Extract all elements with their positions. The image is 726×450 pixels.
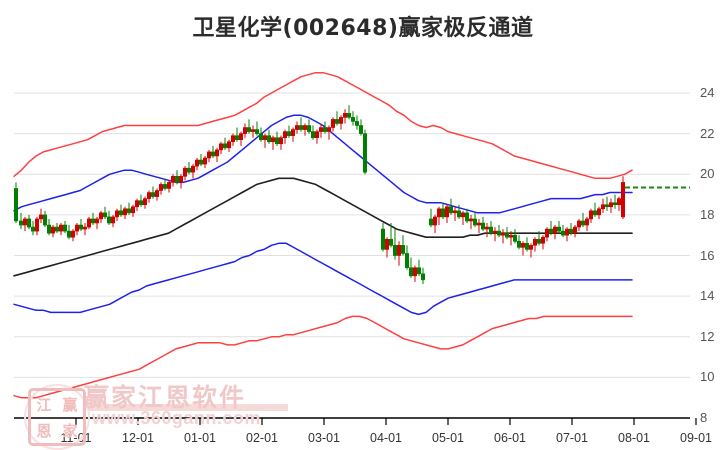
x-axis-tick-label: 08-01 bbox=[618, 431, 650, 445]
y-axis-tick-label: 18 bbox=[700, 206, 715, 222]
watermark-url: www.360gann.com bbox=[92, 408, 261, 428]
x-axis-tick-label: 09-01 bbox=[680, 431, 712, 445]
seal-char-3: 恩 bbox=[36, 421, 52, 440]
x-axis-tick-label: 02-01 bbox=[246, 431, 278, 445]
x-axis-tick-label: 03-01 bbox=[308, 431, 340, 445]
watermark-seal-ring bbox=[24, 384, 90, 450]
x-axis-tick-label: 12-01 bbox=[122, 431, 154, 445]
channel-bands bbox=[13, 71, 633, 399]
seal-char-2: 赢 bbox=[62, 395, 78, 414]
y-axis-tick-label: 10 bbox=[700, 369, 715, 385]
watermark-brand: 赢家江恩软件 bbox=[84, 383, 247, 412]
x-axis-tick-label: 01-01 bbox=[184, 431, 216, 445]
candlestick-series bbox=[14, 105, 625, 284]
x-axis-tick-label: 05-01 bbox=[432, 431, 464, 445]
y-axis-tick-label: 12 bbox=[700, 328, 715, 344]
x-axis-tick-label: 07-01 bbox=[556, 431, 588, 445]
seal-char-1: 江 bbox=[36, 395, 52, 414]
gridlines bbox=[14, 92, 690, 419]
y-axis-tick-label: 22 bbox=[700, 125, 715, 141]
y-axis-tick-label: 24 bbox=[700, 85, 715, 100]
watermark-seal: 江 赢 恩 家 bbox=[28, 388, 86, 446]
y-axis-tick-label: 20 bbox=[700, 166, 715, 182]
x-axis-tick-label: 04-01 bbox=[370, 431, 402, 445]
y-axis-tick-label: 16 bbox=[700, 247, 715, 263]
y-axis-tick-label: 8 bbox=[700, 410, 708, 425]
x-axis-tick-label: 06-01 bbox=[494, 431, 526, 445]
y-axis-tick-label: 14 bbox=[700, 288, 715, 304]
seal-char-4: 家 bbox=[62, 421, 78, 440]
watermark-bar bbox=[88, 404, 288, 411]
page-title: 卫星化学(002648)赢家极反通道 bbox=[192, 16, 534, 41]
